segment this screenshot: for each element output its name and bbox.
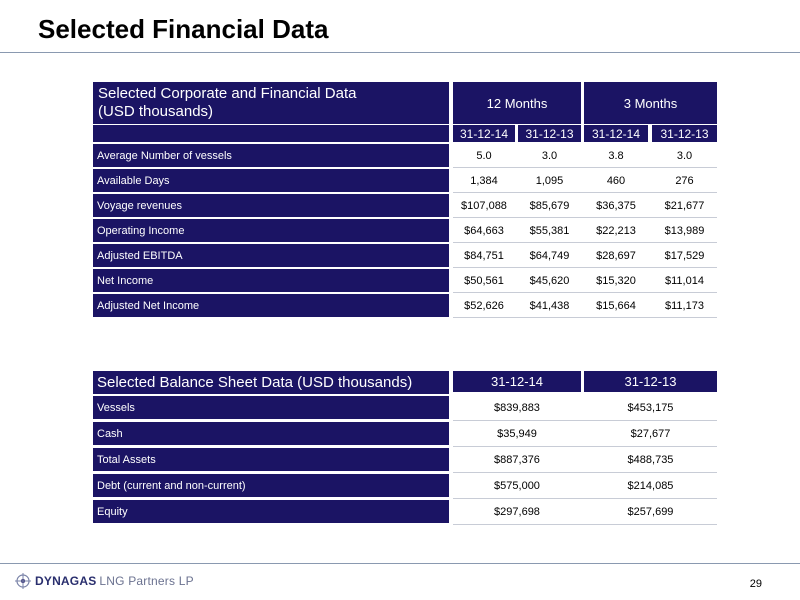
value-cell: $15,664 bbox=[596, 299, 636, 312]
value-cell: $27,677 bbox=[630, 427, 671, 440]
value-cell: $35,949 bbox=[497, 427, 537, 440]
row-label: Net Income bbox=[93, 269, 449, 292]
row-separator bbox=[453, 292, 717, 293]
value-cell: $85,679 bbox=[529, 199, 570, 212]
page-number: 29 bbox=[749, 578, 762, 590]
row-label: Adjusted EBITDA bbox=[93, 244, 449, 267]
value-cell: $11,173 bbox=[665, 299, 704, 312]
value-cell: $45,620 bbox=[529, 274, 570, 287]
value-cell: 3.0 bbox=[541, 149, 558, 162]
value-cell: $17,529 bbox=[664, 249, 705, 262]
value-cell: $839,883 bbox=[494, 401, 540, 414]
date-header: 31-12-14 bbox=[453, 125, 515, 142]
corporate-table-title: Selected Corporate and Financial Data (U… bbox=[93, 82, 449, 124]
value-cell: $50,561 bbox=[464, 274, 504, 287]
corporate-table-title-line2: (USD thousands) bbox=[98, 103, 214, 120]
row-label: Cash bbox=[93, 422, 449, 445]
row-separator bbox=[453, 472, 717, 473]
value-cell: $453,175 bbox=[627, 401, 674, 414]
value-cell: 5.0 bbox=[476, 149, 492, 162]
value-cell: $214,085 bbox=[627, 479, 674, 492]
value-cell: $28,697 bbox=[596, 249, 636, 262]
balance-table-title: Selected Balance Sheet Data (USD thousan… bbox=[93, 371, 449, 394]
value-cell: 3.8 bbox=[608, 149, 624, 162]
value-cell: 1,384 bbox=[470, 174, 498, 187]
row-label: Equity bbox=[93, 500, 449, 523]
row-label: Debt (current and non-current) bbox=[93, 474, 449, 497]
value-cell: $13,989 bbox=[664, 224, 705, 237]
group-header-12-months: 12 Months bbox=[453, 82, 581, 124]
corporate-date-row-label-cell bbox=[93, 125, 449, 142]
date-header: 31-12-13 bbox=[652, 125, 717, 142]
row-separator bbox=[453, 317, 717, 318]
value-cell: $21,677 bbox=[664, 199, 705, 212]
row-label: Average Number of vessels bbox=[93, 144, 449, 167]
row-separator bbox=[453, 192, 717, 193]
value-cell: 460 bbox=[606, 174, 626, 187]
company-logo: DYNAGAS LNG Partners LP bbox=[14, 572, 194, 590]
group-header-3-months: 3 Months bbox=[584, 82, 717, 124]
value-cell: 276 bbox=[675, 174, 694, 187]
logo-brand: DYNAGAS bbox=[35, 574, 97, 588]
corporate-table-title-line1: Selected Corporate and Financial Data bbox=[98, 85, 357, 102]
date-header: 31-12-14 bbox=[453, 371, 581, 392]
value-cell: $257,699 bbox=[627, 505, 674, 518]
value-cell: $297,698 bbox=[494, 505, 540, 518]
title-divider bbox=[0, 52, 800, 53]
value-cell: $36,375 bbox=[596, 199, 636, 212]
value-cell: $22,213 bbox=[596, 224, 636, 237]
row-separator bbox=[453, 267, 717, 268]
value-cell: $15,320 bbox=[596, 274, 636, 287]
row-separator bbox=[453, 524, 717, 525]
value-cell: $84,751 bbox=[464, 249, 504, 262]
value-cell: $64,749 bbox=[529, 249, 570, 262]
row-separator bbox=[453, 420, 717, 421]
value-cell: $41,438 bbox=[529, 299, 570, 312]
row-label: Vessels bbox=[93, 396, 449, 419]
row-separator bbox=[453, 242, 717, 243]
row-separator bbox=[453, 446, 717, 447]
row-label: Operating Income bbox=[93, 219, 449, 242]
row-label: Available Days bbox=[93, 169, 449, 192]
date-header: 31-12-13 bbox=[518, 125, 581, 142]
value-cell: $107,088 bbox=[461, 199, 507, 212]
value-cell: $64,663 bbox=[464, 224, 504, 237]
row-label: Voyage revenues bbox=[93, 194, 449, 217]
value-cell: $11,014 bbox=[665, 274, 704, 287]
date-header: 31-12-14 bbox=[584, 125, 648, 142]
value-cell: 3.0 bbox=[676, 149, 693, 162]
logo-subtitle: LNG Partners LP bbox=[99, 574, 194, 588]
footer-divider bbox=[0, 563, 800, 564]
value-cell: $52,626 bbox=[464, 299, 504, 312]
value-cell: $488,735 bbox=[627, 453, 674, 466]
row-separator bbox=[453, 217, 717, 218]
row-label: Adjusted Net Income bbox=[93, 294, 449, 317]
row-separator bbox=[453, 498, 717, 499]
row-label: Total Assets bbox=[93, 448, 449, 471]
page-title: Selected Financial Data bbox=[38, 14, 329, 44]
row-separator bbox=[453, 167, 717, 168]
value-cell: 1,095 bbox=[535, 174, 564, 187]
value-cell: $55,381 bbox=[529, 224, 570, 237]
value-cell: $887,376 bbox=[494, 453, 540, 466]
value-cell: $575,000 bbox=[494, 479, 540, 492]
date-header: 31-12-13 bbox=[584, 371, 717, 392]
ship-wheel-icon bbox=[15, 573, 31, 589]
